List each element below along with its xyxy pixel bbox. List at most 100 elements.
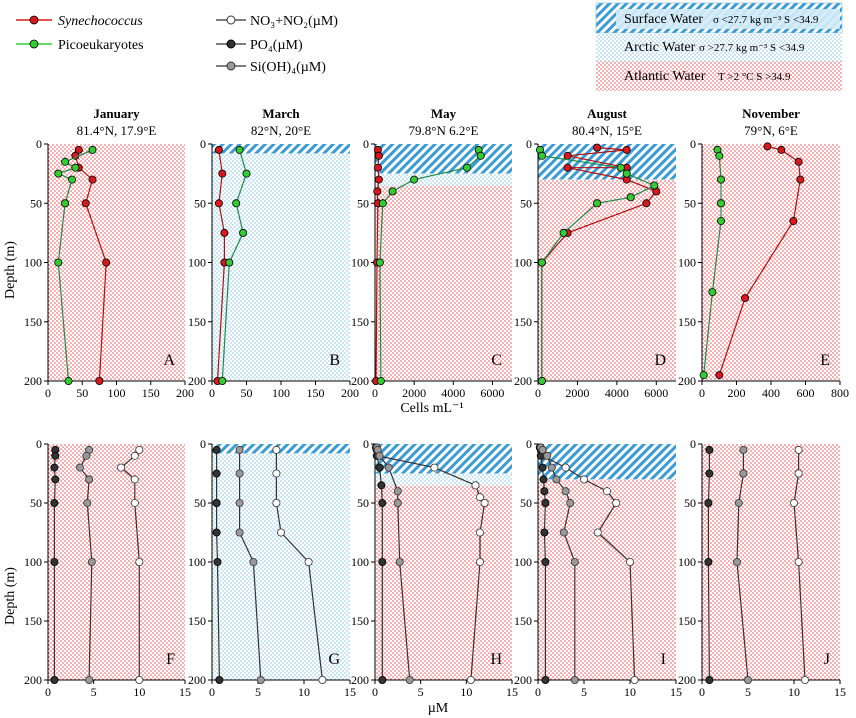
water-mass-surface-label: Surface Water	[624, 12, 703, 27]
y-tick-label: 150	[188, 614, 206, 628]
legend-marker-po4	[226, 39, 236, 49]
data-point-no-no	[794, 558, 803, 567]
data-point-picoeukaryotes	[616, 163, 625, 172]
water-mass-atlantic-swatch	[596, 61, 842, 91]
x-tick-label: 4000	[605, 386, 629, 400]
y-tick-label: 150	[678, 315, 696, 329]
data-point-no-no	[790, 498, 799, 507]
water-layer-surface-water	[375, 444, 512, 474]
panel-letter: H	[490, 651, 502, 668]
x-tick-label: 5	[581, 685, 587, 699]
y-tick-label: 50	[684, 196, 696, 210]
legend-marker-synechococcus	[29, 15, 39, 25]
y-tick-label: 50	[30, 496, 42, 510]
x-tick-label: 50	[241, 386, 253, 400]
data-point-si-oh	[235, 445, 244, 454]
panel-letter: E	[820, 352, 830, 369]
data-point-si-oh	[405, 676, 414, 685]
legend-marker-sioh4	[226, 61, 236, 71]
data-point-no-no	[561, 463, 570, 472]
x-tick-label: 0	[699, 685, 705, 699]
y-tick-label: 200	[514, 673, 532, 687]
data-point-po	[541, 558, 550, 567]
data-point-picoeukaryotes	[715, 151, 724, 160]
data-point-no-no	[626, 558, 635, 567]
water-layer-atlantic-water	[702, 444, 840, 680]
data-point-synechococcus	[741, 294, 750, 303]
panel-location-title: 82°N, 20°E	[251, 123, 311, 138]
data-point-po	[704, 498, 713, 507]
panel-location-title: 79°N, 6°E	[744, 123, 798, 138]
series-picoeukaryotes	[699, 145, 726, 380]
data-point-synechococcus	[563, 151, 572, 160]
legend-no3no2: NO₃+NO₂(µM)	[216, 14, 338, 29]
y-tick-label: 0	[200, 137, 206, 151]
y-tick-label: 50	[194, 496, 206, 510]
data-point-no-no	[475, 558, 484, 567]
data-point-picoeukaryotes	[61, 199, 70, 208]
legend-sioh4: Si(OH)₄(µM)	[216, 60, 326, 75]
panel-month-title: May	[431, 106, 457, 121]
legend-label-sioh4: Si(OH)₄(µM)	[250, 60, 326, 75]
panel-letter: D	[654, 352, 666, 369]
data-point-no-no	[117, 463, 126, 472]
data-point-picoeukaryotes	[699, 371, 708, 380]
legend-marker-no3no2	[226, 15, 236, 25]
data-point-po	[378, 676, 387, 685]
series-si-oh	[235, 445, 265, 685]
panel-letter: J	[824, 651, 830, 668]
series-picoeukaryotes	[536, 145, 659, 385]
water-mass-surface-criteria: σ <27.7 kg m⁻³ S <34.9	[713, 14, 819, 26]
data-point-si-oh	[566, 498, 575, 507]
x-tick-label: 0	[535, 386, 541, 400]
data-point-po	[51, 475, 60, 484]
data-point-po	[213, 558, 222, 567]
y-tick-label: 200	[351, 374, 369, 388]
data-point-synechococcus	[374, 175, 383, 184]
x-tick-label: 0	[372, 685, 378, 699]
y-tick-label: 200	[24, 673, 42, 687]
water-layer-atlantic-water	[375, 185, 512, 381]
data-point-si-oh	[375, 451, 384, 460]
water-layer-surface-water	[212, 444, 350, 454]
data-point-si-oh	[235, 498, 244, 507]
data-point-po	[540, 487, 549, 496]
data-point-si-oh	[249, 558, 258, 567]
data-point-picoeukaryotes	[235, 145, 244, 154]
y-tick-label: 150	[351, 614, 369, 628]
y-tick-label: 0	[526, 137, 532, 151]
series-po	[704, 445, 714, 685]
data-point-picoeukaryotes	[68, 175, 77, 184]
data-point-no-no	[304, 558, 313, 567]
legend-nutrients: NO₃+NO₂(µM) PO₄(µM) Si(OH)₄(µM)	[216, 14, 338, 75]
data-point-synechococcus	[777, 145, 786, 154]
series-no-no	[117, 445, 144, 685]
data-point-no-no	[801, 676, 810, 685]
y-tick-label: 100	[514, 256, 532, 270]
data-point-synechococcus	[642, 199, 651, 208]
data-point-si-oh	[85, 475, 94, 484]
y-tick-label: 100	[351, 555, 369, 569]
panel-month-title: March	[262, 106, 300, 121]
data-point-picoeukaryotes	[232, 199, 241, 208]
cells-axis-title: Cells mL⁻¹	[400, 401, 463, 416]
series-si-oh	[372, 443, 414, 685]
data-point-po	[378, 498, 387, 507]
data-point-picoeukaryotes	[375, 258, 384, 267]
data-point-no-no	[130, 451, 139, 460]
data-point-si-oh	[543, 451, 552, 460]
water-layer-arctic-water	[375, 473, 512, 486]
y-tick-label: 50	[30, 196, 42, 210]
panel-letter: I	[661, 651, 666, 668]
data-point-picoeukaryotes	[218, 376, 227, 385]
y-tick-label: 200	[188, 673, 206, 687]
data-point-no-no	[272, 445, 281, 454]
data-point-picoeukaryotes	[559, 228, 568, 237]
data-point-si-oh	[739, 445, 748, 454]
x-tick-label: 5	[255, 685, 261, 699]
legend-picoeukaryotes: Picoeukaryotes	[16, 38, 144, 53]
data-point-si-oh	[235, 469, 244, 478]
